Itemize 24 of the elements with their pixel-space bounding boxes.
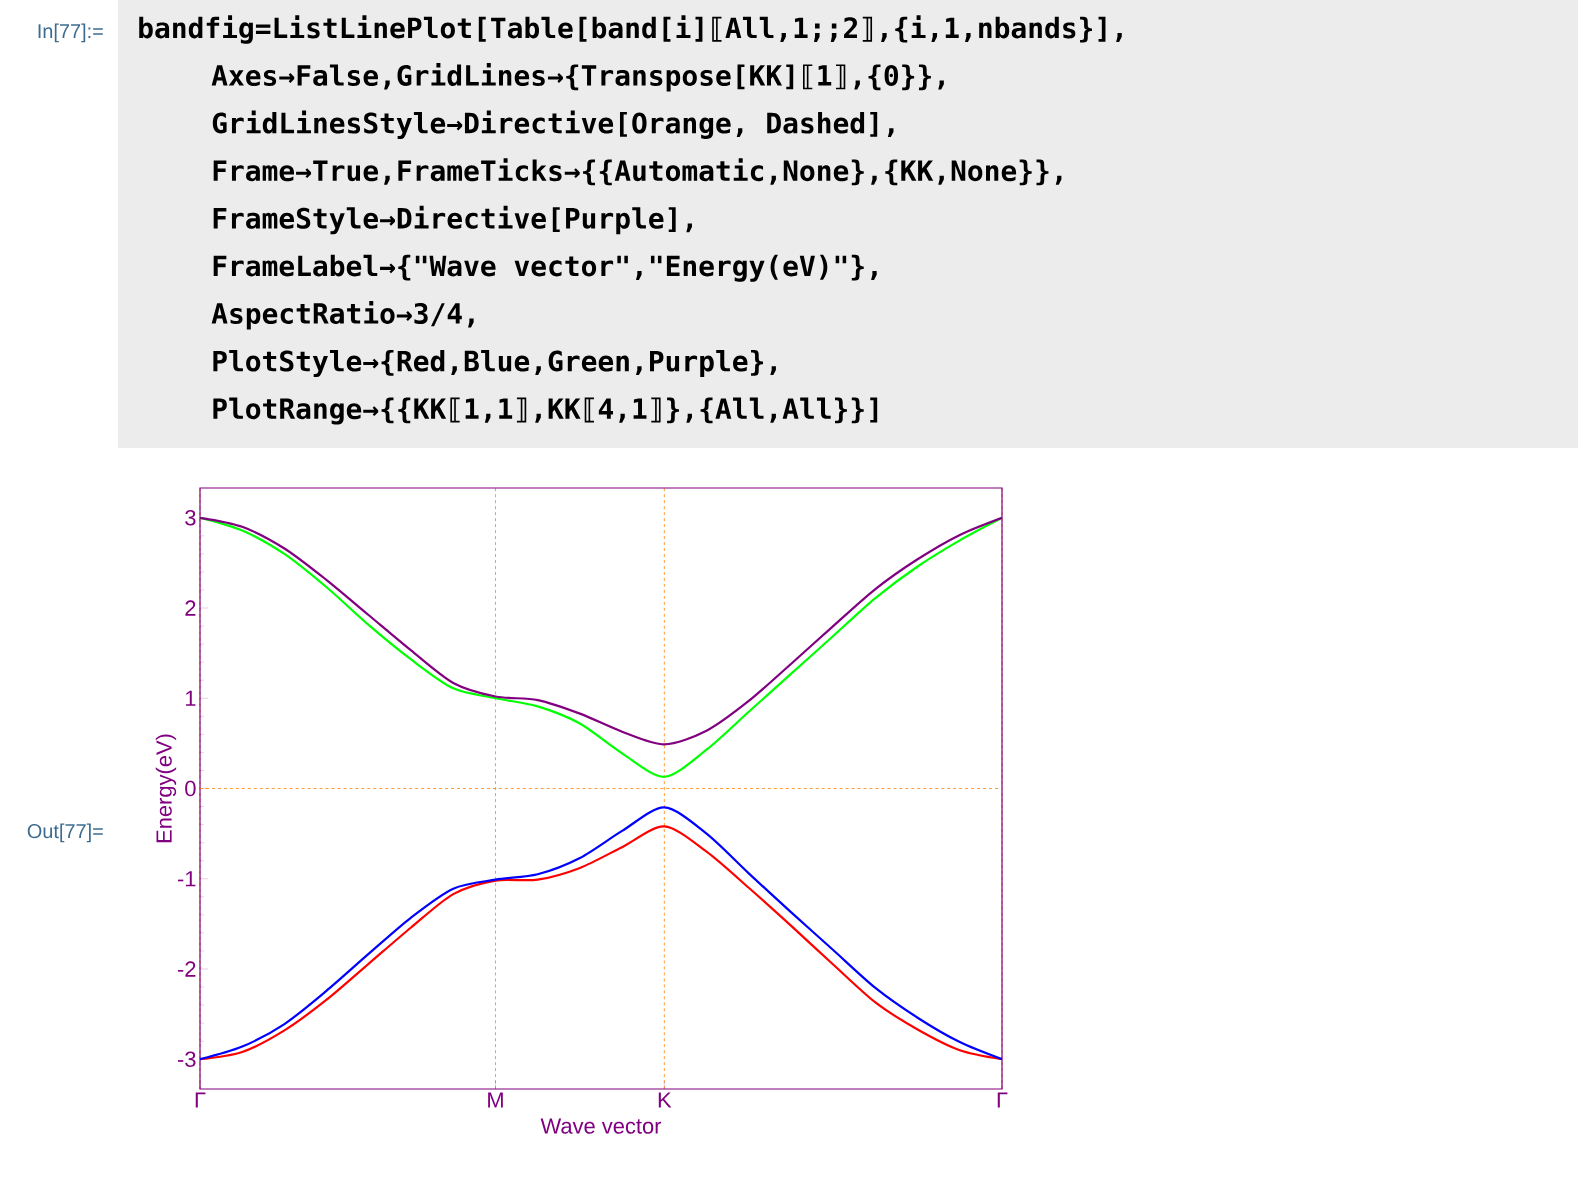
x-tick-label: K: [658, 1092, 672, 1108]
text: FrameStyle→Directive[Purple],: [213, 205, 692, 235]
y-tick-label: 0: [185, 780, 196, 797]
text: PlotRange→{{KK⟦1,1⟧,KK⟦4,1⟧},{All,All}}]: [213, 397, 878, 425]
y-tick-label: 1: [185, 690, 196, 706]
text: FrameLabel→{"Wave vector","Energy(eV)"},: [213, 254, 877, 282]
x-axis-title: Wave vector: [540, 1118, 662, 1134]
text: PlotStyle→{Red,Blue,Green,Purple},: [213, 350, 776, 377]
y-tick-label: -1: [177, 871, 196, 887]
text: GridLinesStyle→Directive[Orange, Dashed],: [212, 110, 894, 139]
text: AspectRatio→3/4,: [211, 300, 474, 330]
x-tick-label: Γ: [997, 1092, 1008, 1108]
y-tick-label: 3: [185, 510, 196, 526]
y-tick-label: -2: [177, 961, 196, 977]
text: In[77]:=: [38, 23, 103, 43]
y-axis-title: Energy(eV): [155, 734, 177, 843]
x-tick-label: M: [488, 1092, 503, 1108]
text: Axes→False,GridLines→{Transpose[KK]⟦1⟧,{0}},: [211, 62, 944, 92]
text: Out[77]=: [27, 823, 103, 843]
text: Frame→True,FrameTicks→{{Automatic,None},{KK,None}},: [213, 158, 1062, 186]
y-tick-label: -3: [177, 1051, 196, 1067]
y-tick-label: 2: [185, 600, 196, 616]
x-tick-label: Γ: [195, 1092, 206, 1108]
text: bandfig=ListLinePlot[Table[band[i]⟦All,1;;2⟧,{i,1,nbands}],: [139, 15, 1122, 44]
